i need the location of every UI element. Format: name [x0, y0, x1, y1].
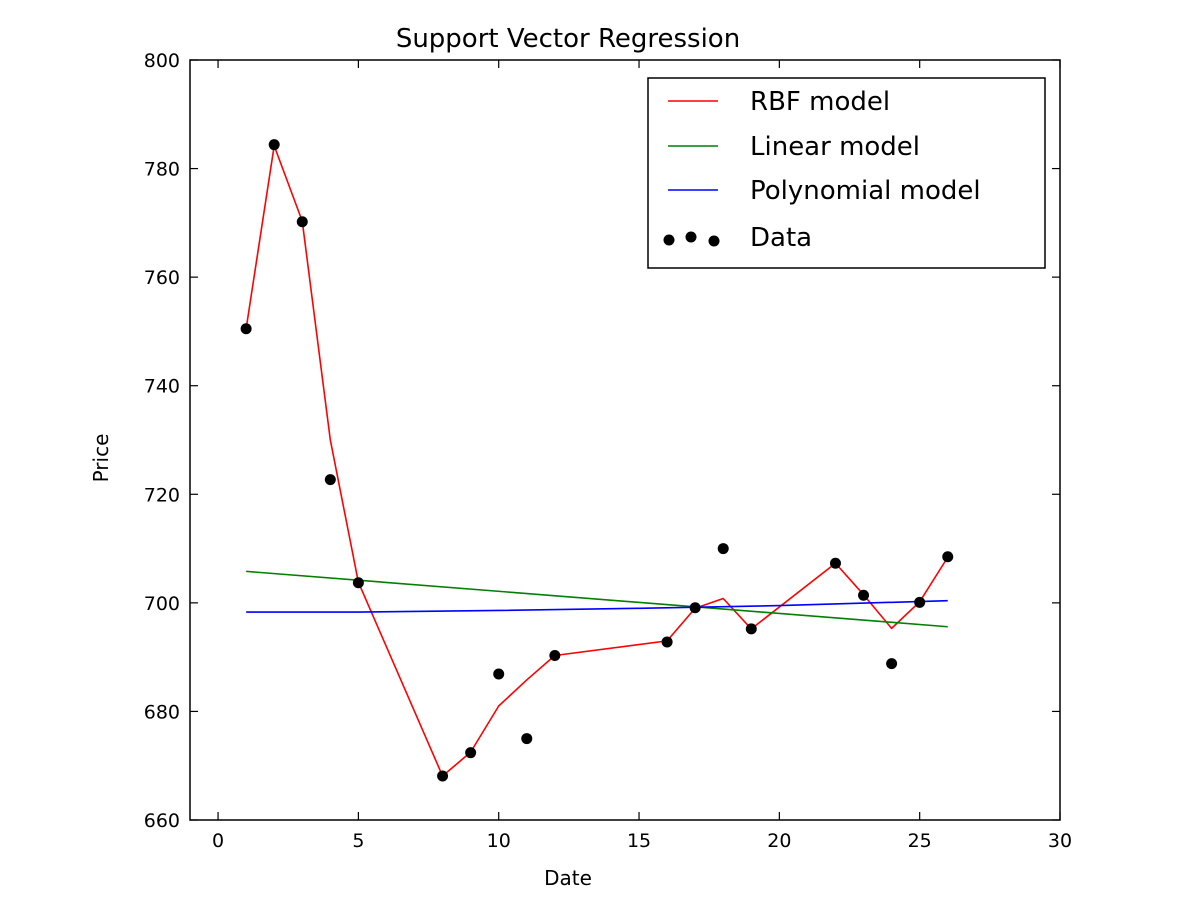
legend: RBF model Linear model Polynomial model Dat…: [647, 77, 1046, 269]
data-point: [689, 602, 701, 614]
legend-label-data: Data: [750, 223, 812, 253]
data-point: [324, 474, 336, 486]
y-tick-label: 720: [144, 484, 180, 506]
legend-swatch-data: [663, 234, 675, 246]
data-point: [493, 668, 505, 680]
data-point: [829, 557, 841, 569]
legend-label-polynomial-model: Polynomial model: [750, 176, 981, 206]
legend-swatch-data: [685, 231, 697, 243]
data-point: [661, 636, 673, 648]
y-tick-label: 740: [144, 376, 180, 398]
x-tick-label: 20: [767, 830, 791, 852]
x-axis-title: Date: [544, 866, 592, 890]
data-point: [240, 323, 252, 335]
plot-frame: [189, 59, 1061, 821]
x-tick-label: 0: [212, 830, 224, 852]
polynomial-model-line: [246, 599, 948, 613]
data-point: [437, 770, 449, 782]
data-point: [914, 596, 926, 608]
y-tick-label: 700: [144, 593, 180, 615]
data-point: [352, 577, 364, 589]
y-tick-label: 760: [144, 267, 180, 289]
x-tick-label: 5: [352, 830, 364, 852]
data-point: [942, 551, 954, 563]
chart-title: Support Vector Regression: [396, 24, 740, 54]
scatter-layer: [240, 139, 954, 782]
legend-label-linear-model: Linear model: [750, 132, 920, 162]
data-point: [858, 589, 870, 601]
y-axis-title: Price: [89, 434, 113, 483]
x-tick-label: 10: [487, 830, 511, 852]
data-point: [745, 623, 757, 635]
data-point: [549, 650, 561, 662]
legend-swatch-data: [708, 235, 720, 247]
data-point: [886, 658, 898, 670]
y-tick-label: 660: [144, 810, 180, 832]
data-point: [296, 216, 308, 228]
x-tick-label: 25: [908, 830, 932, 852]
data-point: [268, 139, 280, 151]
data-point: [521, 733, 533, 745]
y-tick-label: 680: [144, 701, 180, 723]
y-tick-label: 800: [144, 50, 180, 72]
data-point: [465, 747, 477, 759]
ticks-layer: 0 5 10 15 20 25 30 660 680 700 720 740 760 780 800: [144, 50, 1072, 852]
x-tick-label: 30: [1048, 830, 1072, 852]
x-tick-label: 15: [627, 830, 651, 852]
y-tick-label: 780: [144, 159, 180, 181]
legend-label-rbf-model: RBF model: [750, 87, 890, 117]
data-point: [717, 543, 729, 555]
